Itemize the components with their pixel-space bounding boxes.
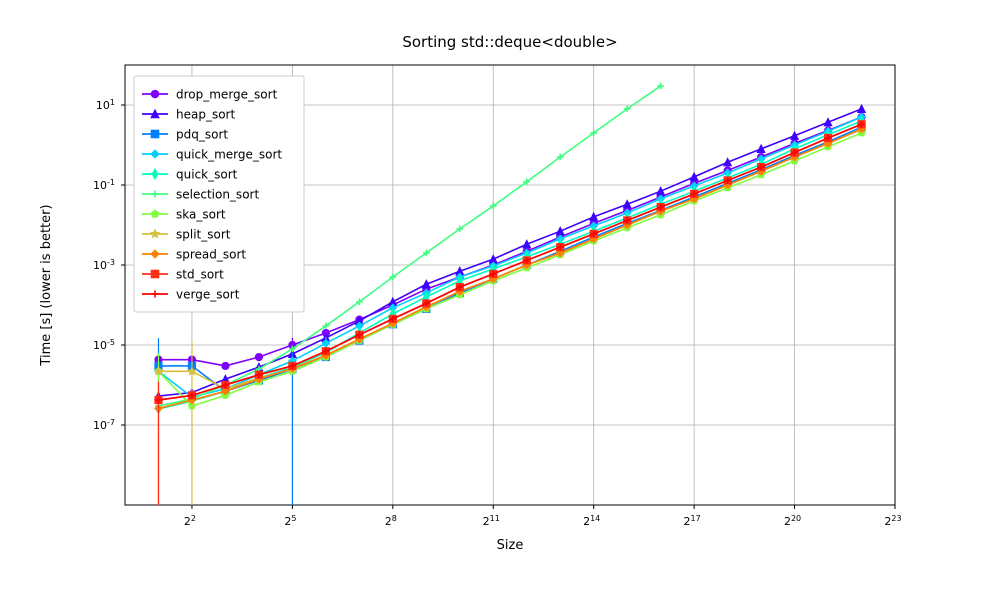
svg-text:220: 220 [784, 514, 801, 529]
legend-label-std_sort: std_sort [176, 268, 224, 282]
legend-label-split_sort: split_sort [176, 228, 231, 242]
legend-label-spread_sort: spread_sort [176, 248, 246, 262]
svg-text:10-3: 10-3 [93, 258, 115, 273]
svg-text:214: 214 [583, 514, 600, 529]
legend-label-ska_sort: ska_sort [176, 208, 226, 222]
svg-text:25: 25 [284, 514, 296, 529]
x-axis-label: Size [497, 538, 524, 553]
svg-text:10-5: 10-5 [93, 338, 115, 353]
svg-text:223: 223 [884, 514, 901, 529]
svg-text:217: 217 [684, 514, 701, 529]
svg-text:211: 211 [483, 514, 500, 529]
svg-text:101: 101 [96, 98, 115, 113]
svg-text:22: 22 [184, 514, 196, 529]
legend-label-drop_merge_sort: drop_merge_sort [176, 88, 278, 102]
chart-root: 22 25 28 211 214 217 220 223 10-7 10-5 10-3 10-1 101… [0, 0, 1000, 600]
chart-svg: 22 25 28 211 214 217 220 223 10-7 10-5 10-3 10-1 101… [0, 0, 1000, 600]
y-axis-label: Time [s] (lower is better) [39, 204, 54, 366]
svg-text:10-7: 10-7 [93, 418, 115, 433]
legend-label-quick_sort: quick_sort [176, 168, 238, 182]
legend-label-heap_sort: heap_sort [176, 108, 235, 122]
legend: drop_merge_sort heap_sort pdq_sort quick_me… [134, 76, 304, 312]
legend-label-verge_sort: verge_sort [176, 288, 240, 302]
legend-label-pdq_sort: pdq_sort [176, 128, 228, 142]
svg-text:10-1: 10-1 [93, 178, 115, 193]
legend-label-selection_sort: selection_sort [176, 188, 259, 202]
legend-label-quick_merge_sort: quick_merge_sort [176, 148, 282, 162]
chart-title: Sorting std::deque<double> [402, 33, 617, 51]
svg-text:28: 28 [385, 514, 397, 529]
